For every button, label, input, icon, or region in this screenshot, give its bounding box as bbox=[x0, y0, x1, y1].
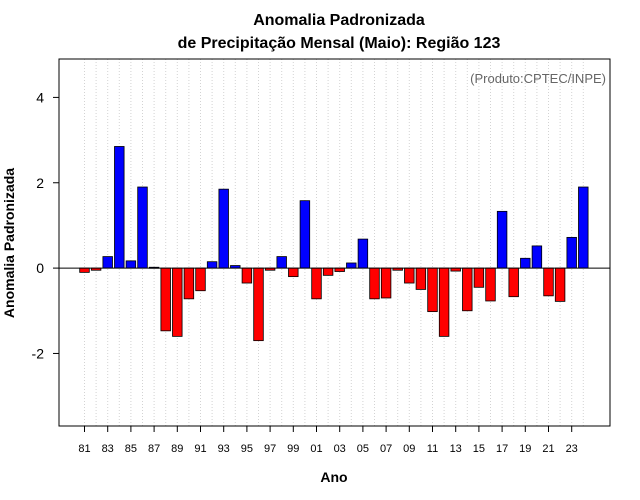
x-tick-label: 01 bbox=[310, 443, 322, 455]
x-tick-label: 09 bbox=[403, 443, 415, 455]
bar-00 bbox=[299, 200, 311, 269]
x-tick-label: 83 bbox=[102, 443, 114, 455]
bar-83 bbox=[102, 256, 113, 269]
bar-93 bbox=[218, 188, 229, 269]
bar-03 bbox=[334, 267, 345, 272]
x-tick-label: 81 bbox=[78, 443, 90, 455]
x-tick-label: 91 bbox=[194, 443, 206, 455]
y-axis-title: Anomalia Padronizada bbox=[1, 168, 17, 318]
x-tick-label: 13 bbox=[450, 443, 462, 455]
bar-23 bbox=[566, 236, 577, 269]
bar-90 bbox=[183, 267, 195, 300]
x-tick-label: 87 bbox=[148, 443, 160, 455]
bar-96 bbox=[253, 267, 264, 342]
chart-title-line2: de Precipitação Mensal (Maio): Região 12… bbox=[178, 35, 501, 52]
x-tick-label: 95 bbox=[241, 443, 253, 455]
bar-19 bbox=[520, 257, 531, 269]
bar-01 bbox=[311, 267, 322, 300]
x-tick-label: 93 bbox=[218, 443, 230, 455]
y-axis: -2 0 2 4 bbox=[32, 89, 59, 361]
bar-24 bbox=[578, 186, 589, 269]
bar-02 bbox=[322, 267, 334, 276]
y-tick-label: 0 bbox=[36, 260, 44, 276]
bar-09 bbox=[404, 267, 415, 284]
bar-92 bbox=[206, 261, 218, 269]
bar-10 bbox=[415, 267, 427, 290]
chart-title-line1: Anomalia Padronizada bbox=[253, 12, 425, 29]
x-tick-label: 17 bbox=[496, 443, 508, 455]
bar-86 bbox=[137, 186, 148, 269]
x-axis: 81 83 85 87 89 91 93 95 97 99 01 03 05 07 09 11 13 15 17 19… bbox=[78, 426, 578, 455]
bar-15 bbox=[473, 267, 485, 288]
bar-88 bbox=[160, 267, 171, 332]
bar-85 bbox=[125, 260, 137, 269]
bar-99 bbox=[288, 267, 299, 278]
bar-81 bbox=[79, 267, 90, 273]
bar-14 bbox=[462, 267, 473, 312]
bar-16 bbox=[485, 267, 496, 302]
x-tick-label: 21 bbox=[542, 443, 554, 455]
y-tick-label: 4 bbox=[36, 89, 44, 105]
bar-89 bbox=[172, 267, 183, 337]
x-tick-label: 03 bbox=[334, 443, 346, 455]
bar-84 bbox=[114, 146, 125, 269]
bar-11 bbox=[427, 267, 438, 313]
bar-06 bbox=[369, 267, 380, 300]
x-axis-title: Ano bbox=[320, 469, 347, 485]
y-tick-label: -2 bbox=[32, 345, 45, 361]
bar-12 bbox=[438, 267, 450, 337]
bar-07 bbox=[380, 267, 392, 299]
x-tick-label: 85 bbox=[125, 443, 137, 455]
bar-05 bbox=[357, 238, 369, 269]
x-tick-label: 23 bbox=[566, 443, 578, 455]
bar-20 bbox=[531, 245, 543, 269]
x-tick-label: 07 bbox=[380, 443, 392, 455]
bar-95 bbox=[241, 267, 253, 284]
bar-91 bbox=[195, 267, 206, 292]
x-tick-label: 97 bbox=[264, 443, 276, 455]
x-tick-label: 19 bbox=[519, 443, 531, 455]
bar-22 bbox=[554, 267, 566, 302]
bar-98 bbox=[276, 256, 287, 269]
x-tick-label: 89 bbox=[171, 443, 183, 455]
x-tick-label: 15 bbox=[473, 443, 485, 455]
plot-frame bbox=[58, 58, 611, 427]
source-annotation: (Produto:CPTEC/INPE) bbox=[470, 71, 606, 86]
y-tick-label: 2 bbox=[36, 175, 44, 191]
bar-17 bbox=[496, 210, 508, 269]
bar-04 bbox=[346, 262, 357, 269]
x-tick-label: 99 bbox=[287, 443, 299, 455]
bars-group bbox=[79, 146, 589, 342]
x-tick-label: 05 bbox=[357, 443, 369, 455]
bar-18 bbox=[508, 267, 519, 298]
bar-21 bbox=[543, 267, 554, 297]
vertical-gridlines bbox=[84, 59, 584, 426]
x-tick-label: 11 bbox=[427, 443, 438, 455]
